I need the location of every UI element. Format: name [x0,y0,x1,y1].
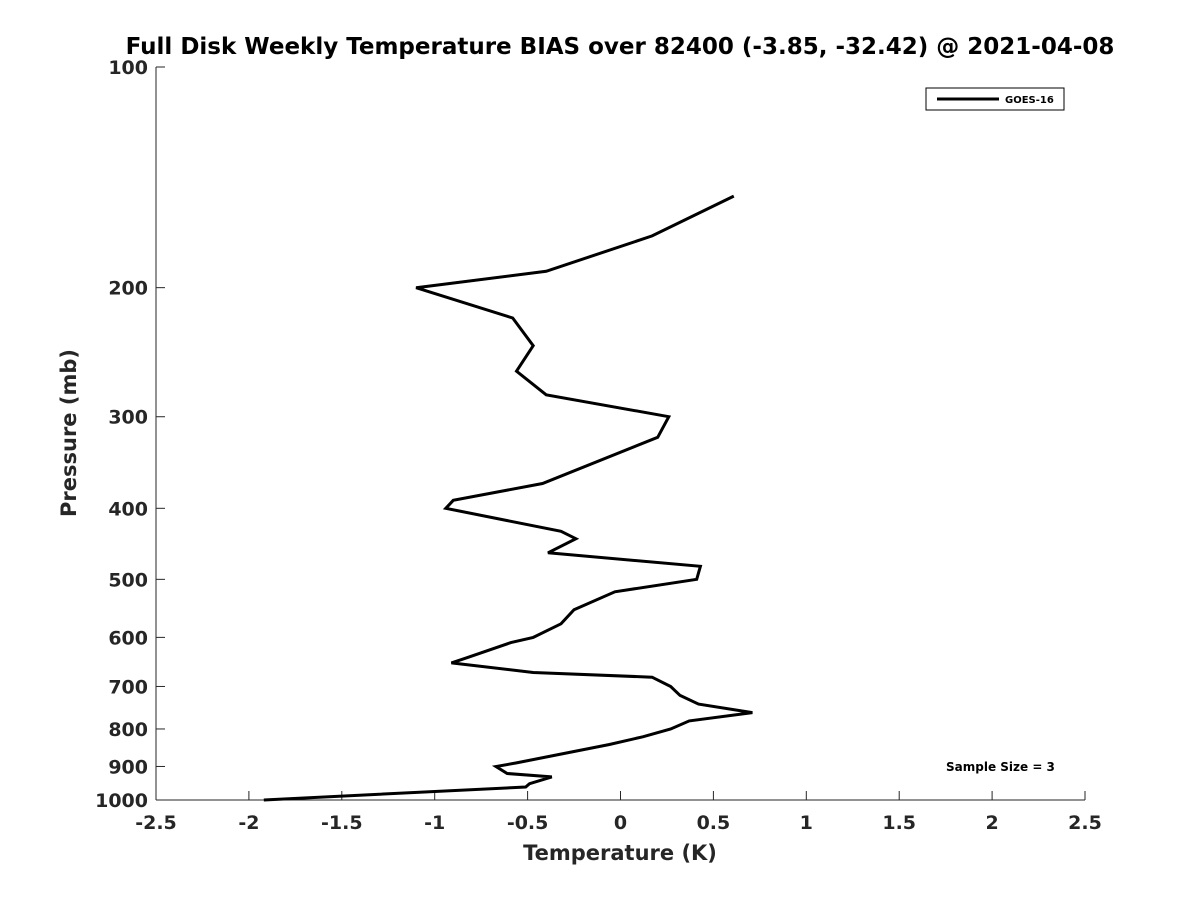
y-tick-label: 700 [108,676,148,698]
x-tick-label: 0 [614,812,627,834]
axes: -2.5 -2 -1.5 -1 -0.5 0 0.5 1 1.5 2 2.5 100 200 300 400… [95,57,1102,834]
y-tick-label: 500 [108,569,148,591]
y-tick-label: 400 [108,498,148,520]
x-tick-label: -1 [424,812,445,834]
series-line-goes-16 [263,194,753,802]
legend-label-goes-16: GOES-16 [1005,95,1054,106]
sample-size-annotation: Sample Size = 3 [946,760,1055,774]
x-tick-label: 0.5 [697,812,731,834]
x-tick-label: -2 [238,812,259,834]
x-tick-label: 1 [800,812,813,834]
x-tick-label: -1.5 [321,812,363,834]
y-tick-label: 200 [108,278,148,300]
chart-title: Full Disk Weekly Temperature BIAS over 8… [126,34,1115,60]
plot-area [156,67,1085,800]
x-tick-label: -0.5 [507,812,549,834]
y-tick-label: 600 [108,627,148,649]
legend: GOES-16 [925,87,1065,111]
x-tick-label: 2.5 [1068,812,1102,834]
y-tick-label: 800 [108,719,148,741]
x-tick-label: 1.5 [882,812,916,834]
y-axis-label: Pressure (mb) [57,349,81,517]
y-tick-label: 1000 [95,790,148,812]
x-axis-label: Temperature (K) [523,841,717,865]
y-tick-label: 100 [108,57,148,79]
y-tick-label: 300 [108,407,148,429]
x-tick-label: -2.5 [135,812,177,834]
x-tick-label: 2 [985,812,998,834]
y-tick-label: 900 [108,756,148,778]
series-layer [263,194,753,802]
